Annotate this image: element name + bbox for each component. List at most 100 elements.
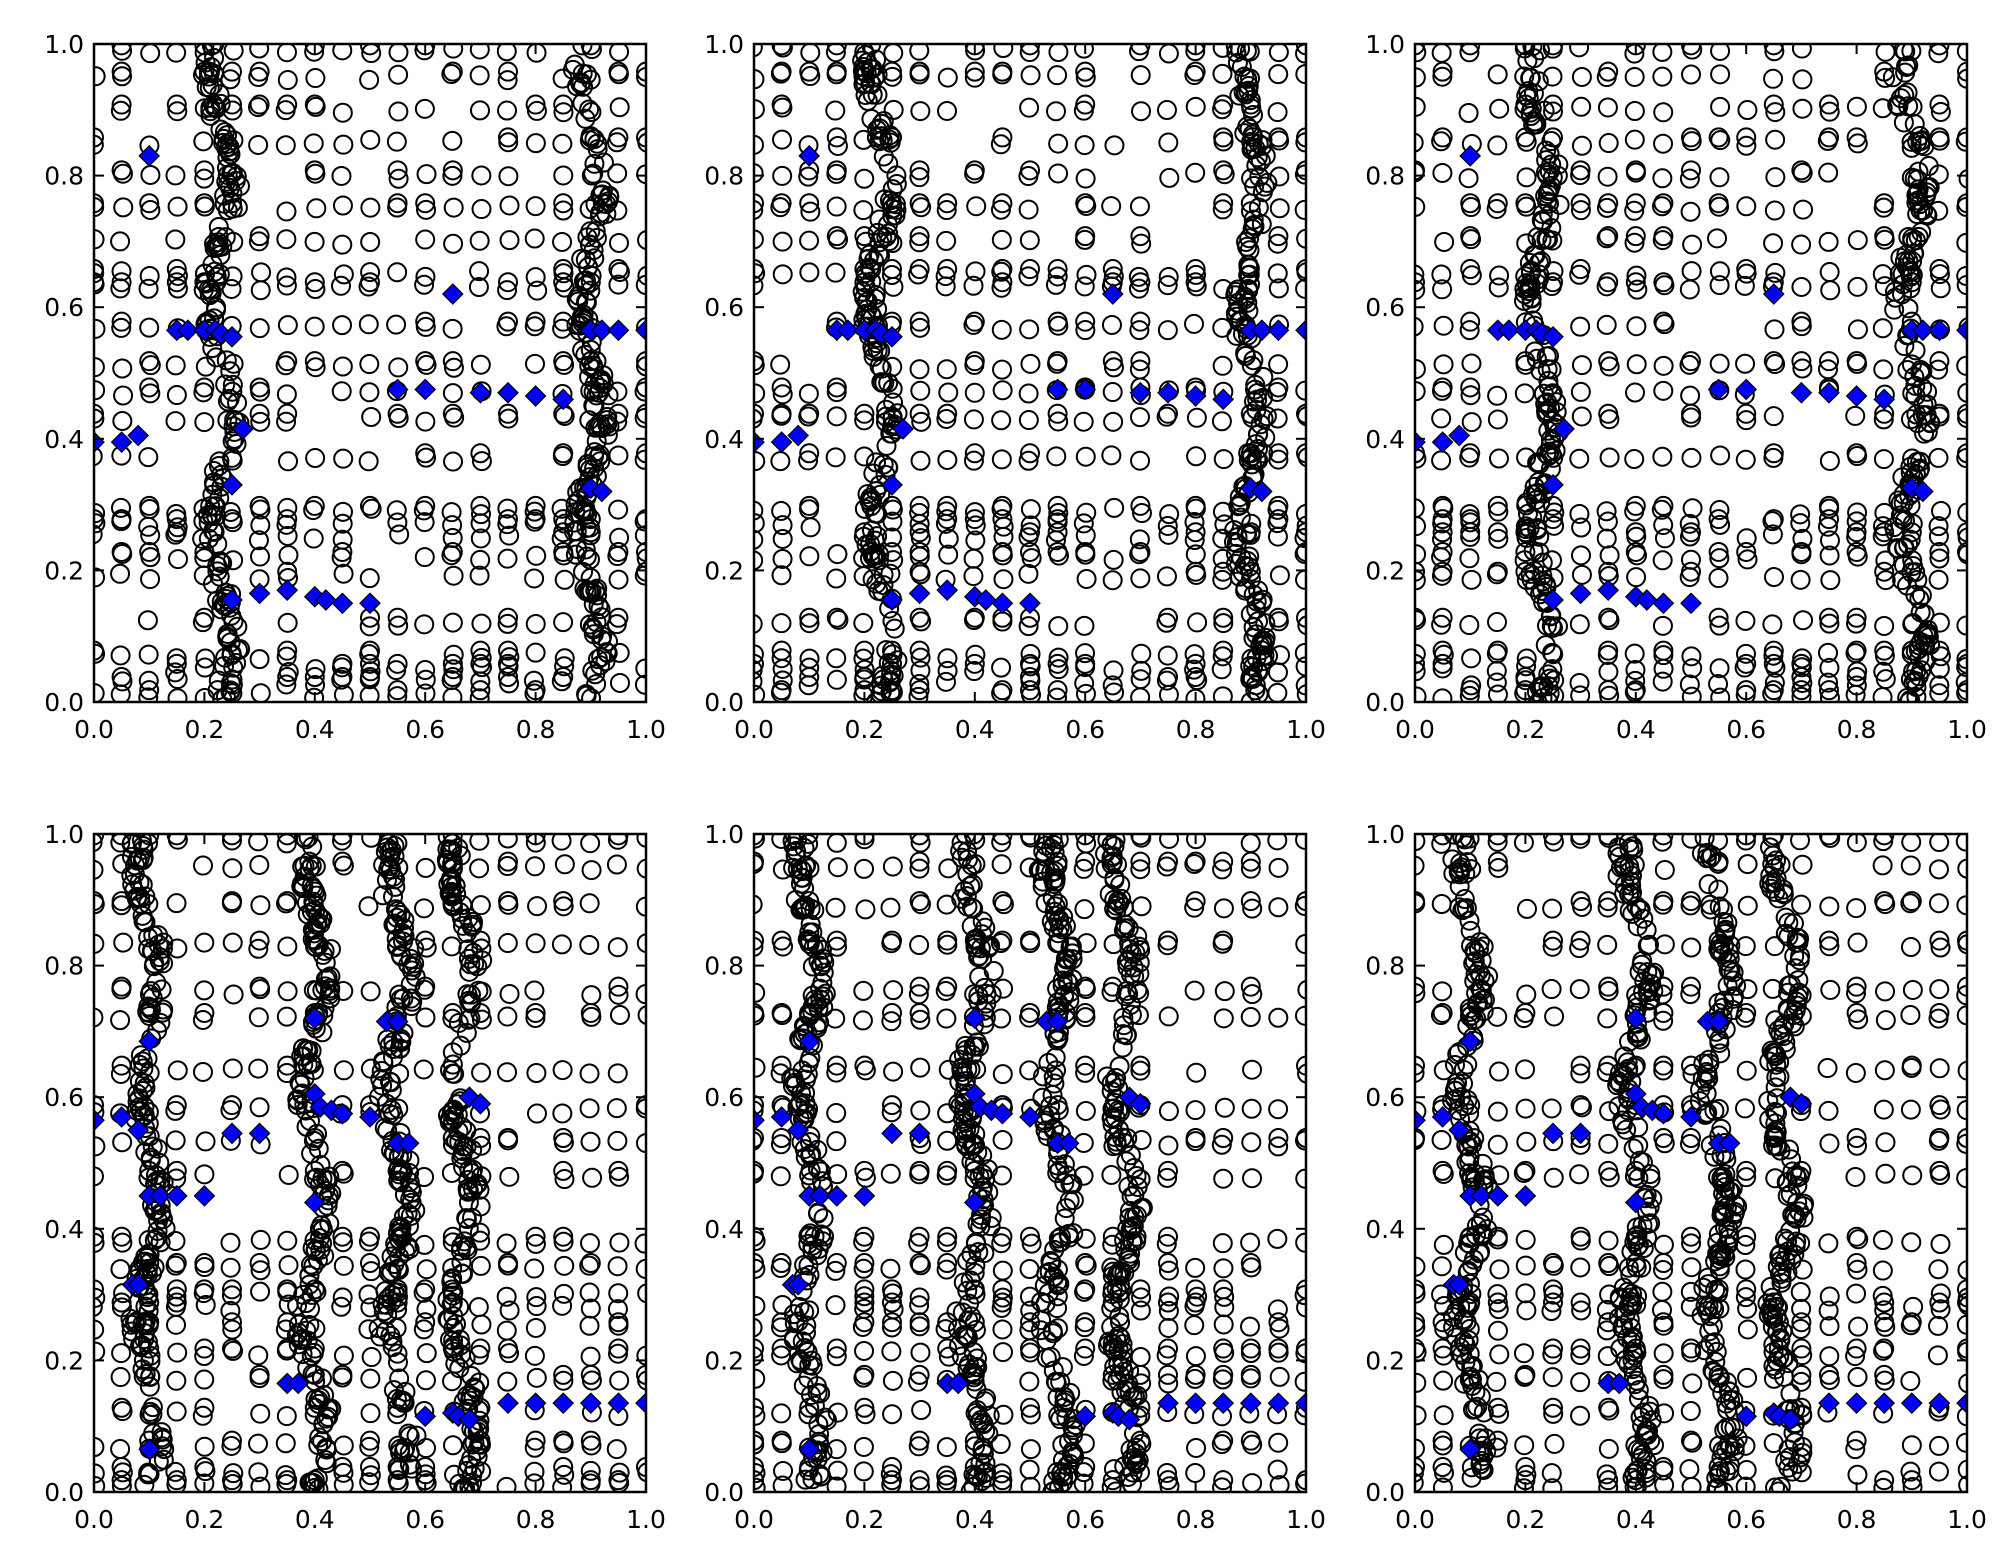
circle-point <box>443 644 464 665</box>
circle-point <box>1020 643 1041 664</box>
circle-point <box>1213 1364 1234 1385</box>
circle-point <box>152 938 173 959</box>
circle-point <box>1527 517 1548 538</box>
circle-point <box>1597 97 1618 118</box>
circle-point <box>470 1338 491 1359</box>
circle-point <box>310 1239 331 1260</box>
x-tick-label: 0.0 <box>74 715 114 744</box>
circle-point <box>138 644 159 665</box>
circle-point <box>961 855 982 876</box>
circle-point <box>1570 193 1591 214</box>
circle-point <box>864 545 885 566</box>
circle-point <box>1185 834 1206 850</box>
circle-point <box>910 450 931 471</box>
circle-point <box>450 1335 471 1356</box>
diamond-point <box>1873 388 1896 411</box>
circle-point <box>223 1463 244 1484</box>
circle-point <box>951 888 972 909</box>
circle-point <box>499 1300 520 1321</box>
circle-point <box>1256 406 1277 427</box>
circle-point <box>1297 615 1306 636</box>
circle-point <box>138 278 159 299</box>
circle-point <box>1625 522 1646 543</box>
diamond-point <box>1542 474 1564 496</box>
circle-point <box>1131 503 1152 524</box>
circle-point <box>1819 101 1840 122</box>
circle-point <box>1020 1397 1040 1418</box>
circle-point <box>360 1456 380 1477</box>
circle-point <box>385 1238 406 1259</box>
x-tick-label: 1.0 <box>1947 715 1987 744</box>
circle-point <box>791 859 812 880</box>
diamond-point <box>441 283 464 305</box>
circle-point <box>1214 1097 1235 1118</box>
circle-point <box>217 410 238 431</box>
circle-point <box>1074 229 1095 250</box>
circle-point <box>276 275 297 296</box>
circle-point <box>609 1166 630 1187</box>
circle-point <box>1681 447 1702 468</box>
circle-point <box>1708 509 1729 530</box>
circle-point <box>221 644 242 665</box>
circle-point <box>217 200 238 221</box>
circle-point <box>1020 65 1041 86</box>
circle-point <box>1819 127 1839 148</box>
circle-point <box>311 1368 332 1389</box>
circle-point <box>1018 450 1039 471</box>
circle-point <box>304 272 325 293</box>
circle-point <box>1046 101 1067 122</box>
circle-point <box>1599 545 1620 566</box>
circle-point <box>94 834 104 846</box>
circle-point <box>1267 662 1288 683</box>
circle-point <box>1681 64 1702 85</box>
circle-point <box>442 165 463 186</box>
circle-point <box>471 647 492 668</box>
circle-point <box>909 160 930 181</box>
circle-point <box>1571 96 1592 117</box>
circle-point <box>1653 226 1674 247</box>
circle-point <box>910 647 931 668</box>
circle-point <box>1791 351 1812 372</box>
circle-point <box>576 517 597 538</box>
circle-point <box>1019 1459 1040 1480</box>
circle-point <box>206 236 227 257</box>
circle-point <box>853 1461 874 1482</box>
circle-point <box>1625 382 1646 403</box>
circle-point <box>880 563 901 584</box>
circle-point <box>1460 385 1481 406</box>
circle-point <box>249 1253 270 1274</box>
circle-point <box>1257 172 1278 193</box>
circle-point <box>937 648 958 669</box>
circle-point <box>1873 359 1894 380</box>
circle-point <box>525 1233 546 1254</box>
circle-point <box>825 44 846 63</box>
circle-point <box>458 1218 479 1239</box>
circle-point <box>359 382 380 403</box>
circle-point <box>332 356 353 377</box>
circle-point <box>826 1062 847 1083</box>
circle-point <box>1596 228 1617 249</box>
circle-point <box>195 1294 216 1315</box>
circle-point <box>1048 647 1069 668</box>
circle-point <box>1681 686 1702 702</box>
circle-point <box>332 529 353 550</box>
circle-point <box>277 315 298 336</box>
circle-point <box>1488 528 1509 549</box>
circle-point <box>391 1389 412 1410</box>
circle-point <box>882 1404 903 1425</box>
circle-point <box>194 1002 215 1023</box>
circle-point <box>1253 408 1274 429</box>
circle-point <box>332 315 353 336</box>
circle-point <box>1625 659 1646 680</box>
circle-point <box>800 1145 821 1166</box>
circle-point <box>206 506 227 527</box>
circle-point <box>1431 264 1452 285</box>
circle-point <box>754 1131 763 1151</box>
circle-point <box>165 662 186 683</box>
circle-point <box>754 930 764 951</box>
circle-point <box>1185 544 1206 565</box>
circle-point <box>1515 284 1536 305</box>
plot-area <box>94 834 646 1492</box>
circle-point <box>1213 278 1234 299</box>
circle-point <box>525 1226 546 1247</box>
